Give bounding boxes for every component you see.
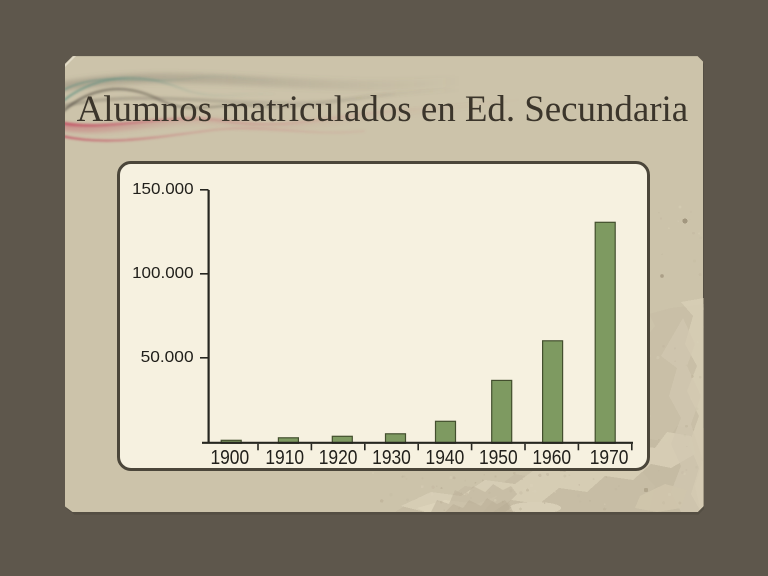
svg-text:150.000: 150.000 <box>132 181 194 198</box>
svg-text:50.000: 50.000 <box>140 349 193 366</box>
svg-text:1920: 1920 <box>318 447 357 469</box>
svg-text:1940: 1940 <box>425 447 464 469</box>
svg-text:1970: 1970 <box>589 447 628 469</box>
svg-text:1950: 1950 <box>479 447 518 469</box>
svg-text:1910: 1910 <box>265 447 304 469</box>
svg-text:1900: 1900 <box>210 447 249 469</box>
svg-text:1960: 1960 <box>532 447 571 469</box>
svg-text:100.000: 100.000 <box>132 265 194 282</box>
svg-text:1930: 1930 <box>372 447 411 469</box>
